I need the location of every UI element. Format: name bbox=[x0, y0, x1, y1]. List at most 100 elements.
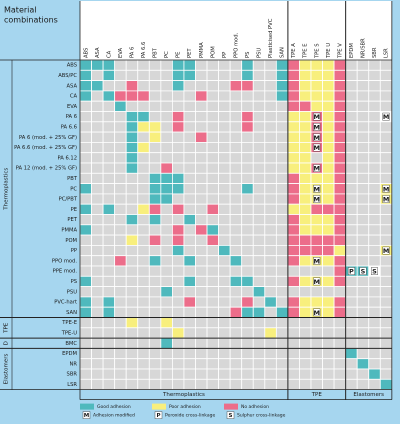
row-label: SAN bbox=[66, 310, 77, 316]
cell bbox=[356, 172, 370, 185]
cell bbox=[356, 80, 370, 92]
legend-swatch bbox=[152, 403, 166, 410]
cell bbox=[333, 368, 347, 380]
cell bbox=[368, 69, 381, 82]
cell bbox=[206, 244, 220, 257]
cell bbox=[299, 203, 312, 215]
cell bbox=[345, 234, 358, 246]
cell bbox=[79, 162, 92, 174]
cell bbox=[79, 183, 92, 195]
cell bbox=[160, 141, 173, 154]
cell bbox=[252, 141, 266, 154]
cell bbox=[333, 172, 347, 185]
column-label: EVA bbox=[118, 48, 124, 58]
cell bbox=[206, 131, 220, 143]
cell bbox=[252, 100, 266, 112]
cell bbox=[356, 193, 370, 205]
cell bbox=[379, 347, 393, 360]
cell bbox=[241, 172, 254, 185]
cell bbox=[91, 368, 104, 380]
cell bbox=[102, 90, 116, 102]
cell bbox=[102, 111, 116, 123]
cell bbox=[229, 193, 243, 205]
cell bbox=[356, 162, 370, 174]
cell bbox=[195, 286, 208, 298]
cell bbox=[91, 327, 104, 339]
cell-mark: M bbox=[383, 113, 389, 121]
cell bbox=[79, 224, 92, 236]
cell bbox=[356, 244, 370, 257]
cell bbox=[79, 368, 92, 380]
cell bbox=[322, 100, 335, 112]
cell bbox=[195, 296, 208, 308]
cell bbox=[148, 193, 162, 205]
cell bbox=[310, 59, 323, 71]
cell bbox=[310, 224, 323, 236]
cell bbox=[79, 141, 92, 154]
cell bbox=[171, 224, 185, 236]
cell bbox=[252, 286, 266, 298]
cell bbox=[252, 152, 266, 164]
cell bbox=[310, 286, 323, 298]
column-label: PS bbox=[245, 52, 251, 58]
cell bbox=[379, 337, 393, 349]
cell bbox=[287, 59, 300, 71]
cell bbox=[218, 368, 231, 380]
cell bbox=[264, 234, 277, 246]
cell bbox=[137, 172, 150, 185]
cell bbox=[137, 80, 150, 92]
cell bbox=[183, 203, 196, 215]
cell bbox=[102, 59, 116, 71]
cell bbox=[368, 286, 381, 298]
row-label: PSU bbox=[67, 289, 77, 295]
cell bbox=[299, 90, 312, 102]
cell bbox=[275, 234, 289, 246]
cell bbox=[91, 275, 104, 287]
cell bbox=[241, 193, 254, 205]
cell bbox=[287, 162, 300, 174]
legend-swatch bbox=[80, 403, 94, 410]
cell bbox=[91, 111, 104, 123]
cell bbox=[299, 378, 312, 390]
cell bbox=[195, 358, 208, 370]
cell bbox=[368, 317, 381, 329]
cell bbox=[241, 100, 254, 112]
cell bbox=[125, 265, 139, 277]
cell bbox=[264, 69, 277, 82]
cell bbox=[218, 306, 231, 318]
cell bbox=[183, 69, 196, 82]
cell bbox=[206, 152, 220, 164]
cell bbox=[91, 265, 104, 277]
cell bbox=[299, 141, 312, 154]
cell bbox=[322, 131, 335, 143]
cell bbox=[275, 327, 289, 339]
cell bbox=[275, 152, 289, 164]
cell bbox=[345, 59, 358, 71]
column-label: PMMA bbox=[199, 42, 205, 58]
cell bbox=[102, 255, 116, 267]
cell bbox=[148, 141, 162, 154]
cell bbox=[91, 203, 104, 215]
cell bbox=[229, 121, 243, 133]
cell bbox=[206, 111, 220, 123]
cell bbox=[322, 111, 335, 123]
mark-box bbox=[313, 308, 321, 317]
cell bbox=[287, 214, 300, 226]
cell bbox=[171, 141, 185, 154]
cell bbox=[252, 59, 266, 71]
cell bbox=[206, 265, 220, 277]
cell bbox=[275, 193, 289, 205]
row-label: EVA bbox=[67, 104, 77, 110]
cell bbox=[275, 131, 289, 143]
cell bbox=[91, 100, 104, 112]
cell bbox=[206, 162, 220, 174]
cell bbox=[171, 368, 185, 380]
cell bbox=[333, 358, 347, 370]
cell bbox=[160, 275, 173, 287]
cell bbox=[102, 100, 116, 112]
cell bbox=[102, 378, 116, 390]
cell bbox=[125, 203, 139, 215]
cell bbox=[102, 69, 116, 82]
cell bbox=[125, 244, 139, 257]
cell bbox=[137, 358, 150, 370]
